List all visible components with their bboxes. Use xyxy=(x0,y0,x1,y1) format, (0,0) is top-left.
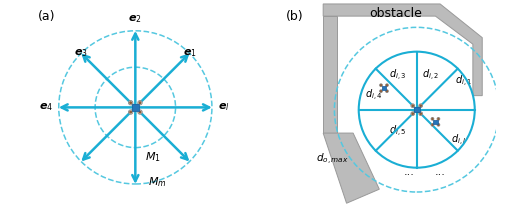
Circle shape xyxy=(130,111,132,113)
Text: obstacle: obstacle xyxy=(370,7,422,20)
Text: $d_{i,1}$: $d_{i,1}$ xyxy=(455,74,472,89)
Circle shape xyxy=(379,90,383,93)
Text: $d_{i,4}$: $d_{i,4}$ xyxy=(365,88,383,103)
Polygon shape xyxy=(323,4,482,96)
Circle shape xyxy=(386,90,388,93)
Polygon shape xyxy=(323,133,379,203)
Bar xyxy=(132,104,139,111)
Circle shape xyxy=(379,84,383,87)
Circle shape xyxy=(412,105,413,106)
Text: $d_{i,3}$: $d_{i,3}$ xyxy=(389,67,407,83)
Circle shape xyxy=(420,105,421,106)
Text: $\boldsymbol{e}_1$: $\boldsymbol{e}_1$ xyxy=(183,47,197,59)
Circle shape xyxy=(386,84,388,87)
Text: $d_{i,2}$: $d_{i,2}$ xyxy=(422,67,439,83)
Circle shape xyxy=(386,91,387,92)
Circle shape xyxy=(411,104,414,108)
Circle shape xyxy=(438,124,439,125)
Circle shape xyxy=(437,117,440,120)
Circle shape xyxy=(420,113,421,114)
Text: $\boldsymbol{e}_l$: $\boldsymbol{e}_l$ xyxy=(219,101,230,113)
Circle shape xyxy=(419,104,422,108)
Circle shape xyxy=(380,91,381,92)
Text: ...: ... xyxy=(404,167,414,177)
Circle shape xyxy=(438,118,439,119)
Text: $\boldsymbol{e}_2$: $\boldsymbol{e}_2$ xyxy=(128,13,142,25)
Circle shape xyxy=(432,124,433,125)
Circle shape xyxy=(437,123,440,126)
Circle shape xyxy=(412,113,413,114)
Text: $d_{i,l}$: $d_{i,l}$ xyxy=(451,133,466,148)
Bar xyxy=(382,86,386,90)
Text: $M_m$: $M_m$ xyxy=(148,175,167,189)
Text: $d_{i,5}$: $d_{i,5}$ xyxy=(389,124,407,139)
Circle shape xyxy=(139,102,141,104)
Circle shape xyxy=(138,110,142,114)
Circle shape xyxy=(380,85,381,86)
Polygon shape xyxy=(323,16,337,133)
Circle shape xyxy=(139,111,141,113)
Circle shape xyxy=(411,112,414,116)
Circle shape xyxy=(138,101,142,105)
Text: (b): (b) xyxy=(286,10,303,22)
Text: $\boldsymbol{e}_4$: $\boldsymbol{e}_4$ xyxy=(39,101,53,113)
Circle shape xyxy=(128,110,133,114)
Text: $M_1$: $M_1$ xyxy=(145,150,161,164)
Circle shape xyxy=(130,102,132,104)
Text: ...: ... xyxy=(435,167,445,177)
Circle shape xyxy=(431,117,434,120)
Text: (a): (a) xyxy=(38,10,55,23)
Circle shape xyxy=(386,85,387,86)
Text: $d_{o,max}$: $d_{o,max}$ xyxy=(316,152,349,167)
Circle shape xyxy=(128,101,133,105)
Text: $\boldsymbol{e}_3$: $\boldsymbol{e}_3$ xyxy=(74,47,88,59)
Circle shape xyxy=(431,123,434,126)
Circle shape xyxy=(432,118,433,119)
Circle shape xyxy=(419,112,422,116)
Bar xyxy=(433,120,438,124)
Bar xyxy=(414,107,420,113)
